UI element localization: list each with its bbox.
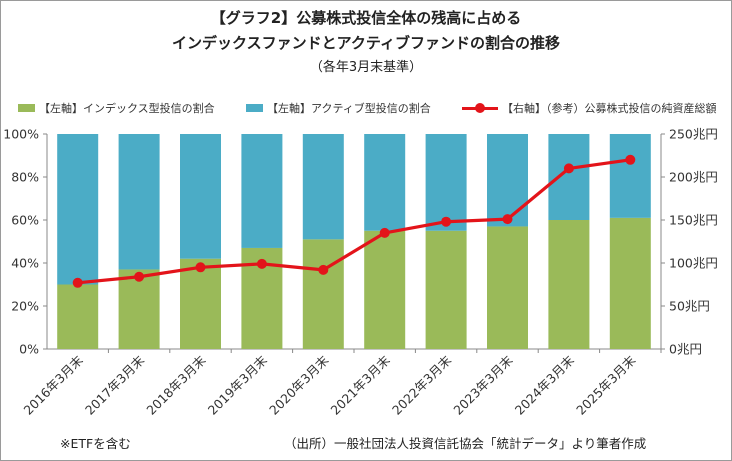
legend-item-active: 【左軸】アクティブ型投信の割合 — [246, 100, 431, 116]
y-right-tick-label: 250兆円 — [669, 127, 718, 142]
y-right-tick-label: 100兆円 — [669, 256, 718, 271]
net-assets-point — [379, 227, 390, 238]
net-assets-point — [256, 258, 267, 269]
bar-active — [57, 134, 99, 285]
chart-subtitle: （各年3月末基準） — [309, 60, 423, 75]
y-left-tick-label: 100% — [3, 127, 39, 142]
legend-label-net-assets: 【右軸】（参考）公募株式投信の純資産総額 — [502, 102, 717, 115]
net-assets-point — [318, 264, 329, 275]
bar-active — [180, 134, 221, 259]
bar-active — [425, 134, 467, 231]
y-left-tick-label: 20% — [11, 299, 39, 314]
legend-swatch-index — [18, 104, 35, 112]
y-right-tick-label: 150兆円 — [669, 213, 718, 228]
y-left-tick-label: 0% — [19, 342, 39, 357]
bar-index — [180, 258, 221, 349]
line-layer — [72, 154, 636, 288]
net-assets-point — [72, 277, 83, 288]
bar-index — [609, 217, 651, 349]
legend-item-index: 【左軸】インデックス型投信の割合 — [18, 100, 215, 116]
bar-active — [548, 134, 590, 220]
x-tick-label: 2022年3月末 — [389, 352, 455, 418]
bar-active — [364, 134, 406, 231]
y-right-tick-label: 50兆円 — [669, 299, 710, 314]
net-assets-point — [195, 262, 206, 273]
x-tick-label: 2024年3月末 — [512, 352, 578, 418]
y-right-tick-label: 200兆円 — [669, 170, 718, 185]
bar-index — [548, 220, 590, 349]
bar-active — [302, 134, 344, 240]
x-tick-label: 2025年3月末 — [573, 352, 639, 418]
chart-title-line2: インデックスファンドとアクティブファンドの割合の推移 — [172, 34, 560, 52]
x-tick-label: 2021年3月末 — [328, 352, 394, 418]
x-tick-label: 2018年3月末 — [143, 352, 209, 418]
legend-item-net-assets: 【右軸】（参考）公募株式投信の純資産総額 — [462, 100, 717, 116]
x-tick-label: 2017年3月末 — [82, 352, 148, 418]
y-right-tick-label: 0兆円 — [669, 342, 702, 357]
legend-label-active: 【左軸】アクティブ型投信の割合 — [267, 102, 431, 115]
footnote-source: （出所）一般社団法人投資信託協会「統計データ」より筆者作成 — [284, 436, 647, 451]
bar-active — [241, 134, 283, 248]
bar-index — [487, 226, 528, 349]
bars-layer — [57, 134, 651, 349]
bar-active — [609, 134, 651, 218]
legend-swatch-active — [246, 104, 263, 112]
net-assets-point — [502, 214, 513, 225]
bar-index — [302, 239, 344, 349]
bar-index — [425, 230, 467, 349]
bar-index — [57, 284, 99, 349]
net-assets-point — [441, 216, 452, 227]
y-left-tick-label: 80% — [11, 170, 39, 185]
net-assets-line — [77, 158, 631, 285]
x-tick-label: 2020年3月末 — [266, 352, 332, 418]
chart-title: 【グラフ2】公募株式投信全体の残高に占める — [210, 9, 522, 27]
y-left-tick-label: 40% — [11, 256, 39, 271]
bar-index — [364, 230, 406, 349]
footnote-etf: ※ETFを含む — [60, 436, 131, 451]
net-assets-point — [563, 163, 574, 174]
bar-index — [118, 269, 160, 349]
x-tick-label: 2023年3月末 — [450, 352, 516, 418]
legend-label-index: 【左軸】インデックス型投信の割合 — [39, 102, 215, 115]
bar-active — [487, 134, 528, 227]
net-assets-point — [134, 271, 145, 282]
legend-line-net-assets — [462, 103, 498, 113]
x-tick-label: 2019年3月末 — [205, 352, 271, 418]
x-tick-label: 2016年3月末 — [21, 352, 87, 418]
net-assets-point — [625, 154, 636, 165]
y-left-tick-label: 60% — [11, 213, 39, 228]
bar-active — [118, 134, 160, 270]
